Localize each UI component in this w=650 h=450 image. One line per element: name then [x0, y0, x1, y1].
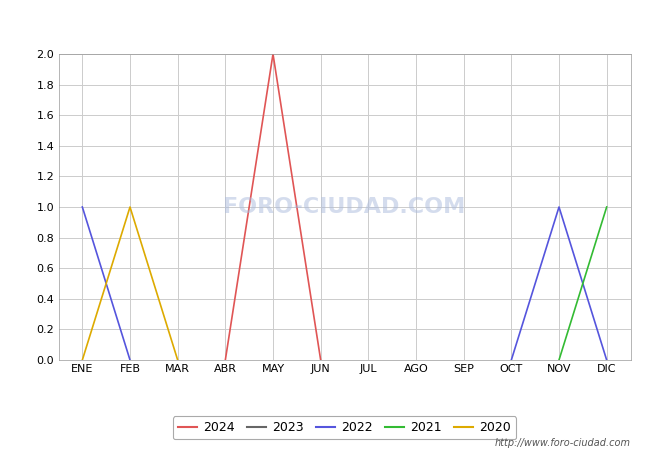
Text: http://www.foro-ciudad.com: http://www.foro-ciudad.com [495, 438, 630, 448]
Text: Matriculaciones de Vehiculos en Berrueco: Matriculaciones de Vehiculos en Berrueco [151, 14, 499, 33]
Text: FORO-CIUDAD.COM: FORO-CIUDAD.COM [224, 197, 465, 217]
Legend: 2024, 2023, 2022, 2021, 2020: 2024, 2023, 2022, 2021, 2020 [173, 416, 516, 440]
